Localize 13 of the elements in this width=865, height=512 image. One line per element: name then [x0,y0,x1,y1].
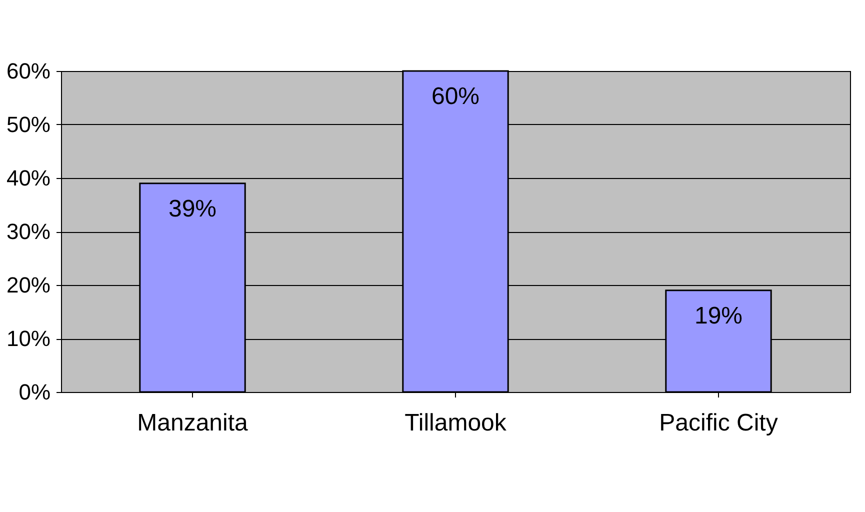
y-tick-label: 50% [6,112,50,137]
x-tick-label: Manzanita [137,410,249,436]
y-tick-label: 20% [6,272,50,298]
x-tick-label: Tillamook [404,410,508,436]
y-tick-label: 40% [6,166,50,190]
data-label: 19% [694,302,743,330]
y-tick-label: 0% [18,380,50,404]
y-tick-label: 10% [6,326,50,351]
y-tick-label: 30% [6,219,50,244]
data-label: 60% [431,83,480,110]
x-tick-label: Pacific City [659,410,778,436]
data-label: 39% [168,195,217,222]
y-tick-label: 60% [6,58,50,84]
